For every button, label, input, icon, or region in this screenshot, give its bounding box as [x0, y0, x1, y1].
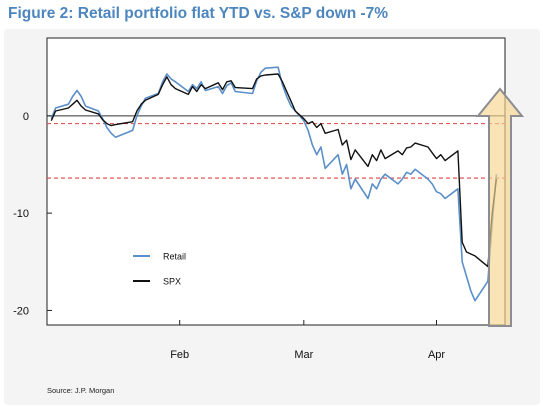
x-tick-label: Feb	[170, 349, 189, 361]
source-note: Source: J.P. Morgan	[47, 386, 115, 395]
y-tick-label: -10	[13, 208, 29, 220]
plot-area	[46, 37, 506, 326]
x-tick-label: Apr	[428, 349, 445, 361]
legend-label-spx: SPX	[163, 277, 181, 287]
legend-label-retail: Retail	[163, 252, 186, 262]
series-line-retail	[50, 66, 498, 302]
y-tick-label: 0	[23, 111, 29, 123]
x-tick-label: Mar	[294, 349, 313, 361]
up-arrow-icon	[475, 87, 525, 327]
series-line-spx	[50, 73, 498, 268]
chart-title: Figure 2: Retail portfolio flat YTD vs. …	[8, 5, 389, 22]
y-tick-label: -20	[13, 305, 29, 317]
